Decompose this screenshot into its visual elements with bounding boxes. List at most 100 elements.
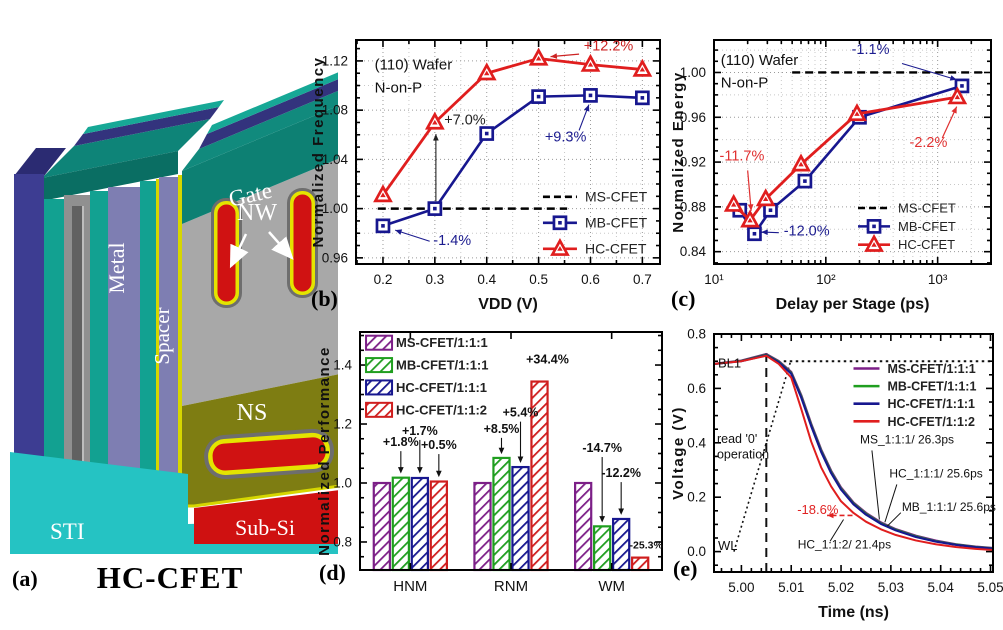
svg-text:5.00: 5.00 bbox=[728, 580, 754, 595]
svg-text:0.6: 0.6 bbox=[687, 381, 706, 396]
svg-text:0.2: 0.2 bbox=[687, 490, 706, 505]
svg-text:-11.7%: -11.7% bbox=[720, 148, 765, 164]
svg-text:+9.3%: +9.3% bbox=[545, 130, 587, 146]
sti-base bbox=[10, 452, 188, 554]
svg-text:HC-CFET/1:1:1: HC-CFET/1:1:1 bbox=[396, 380, 487, 395]
svg-text:10¹: 10¹ bbox=[704, 272, 724, 287]
svg-text:0.92: 0.92 bbox=[680, 155, 706, 170]
gray-column-slit bbox=[72, 206, 82, 524]
panel-d-label: (d) bbox=[319, 560, 346, 585]
svg-text:BL1: BL1 bbox=[718, 356, 741, 371]
subsi-label: Sub-Si bbox=[235, 515, 295, 540]
nw-arrow bbox=[229, 233, 249, 269]
svg-text:N-on-P: N-on-P bbox=[375, 79, 423, 96]
svg-text:1.00: 1.00 bbox=[322, 201, 348, 216]
slab-front-band bbox=[42, 151, 178, 201]
svg-text:Time (ns): Time (ns) bbox=[818, 604, 889, 621]
svg-text:+12.2%: +12.2% bbox=[584, 38, 634, 54]
svg-text:0.2: 0.2 bbox=[374, 272, 393, 287]
svg-text:1.0: 1.0 bbox=[333, 475, 352, 490]
device-title: HC-CFET bbox=[96, 560, 244, 595]
nw-capsule-core bbox=[293, 194, 312, 292]
slab-teal-ridge bbox=[83, 100, 224, 134]
svg-text:+1.7%: +1.7% bbox=[402, 424, 438, 438]
svg-text:Normalized Energy: Normalized Energy bbox=[670, 71, 687, 232]
svg-text:Voltage (V): Voltage (V) bbox=[670, 406, 687, 500]
svg-text:0.6: 0.6 bbox=[581, 272, 600, 287]
svg-text:5.04: 5.04 bbox=[928, 580, 955, 595]
svg-text:-2.2%: -2.2% bbox=[909, 135, 947, 151]
metal-label: Metal bbox=[104, 242, 129, 293]
panel-e-label: (e) bbox=[673, 556, 698, 581]
svg-text:HC-CFET/1:1:2: HC-CFET/1:1:2 bbox=[396, 402, 487, 417]
svg-text:0.96: 0.96 bbox=[322, 250, 348, 265]
panel-b-label: (b) bbox=[311, 286, 338, 311]
gate-teal-ridge bbox=[207, 72, 338, 134]
svg-text:5.01: 5.01 bbox=[778, 580, 804, 595]
gate-cap-top bbox=[182, 90, 338, 171]
svg-text:Normalized Performance: Normalized Performance bbox=[316, 346, 333, 556]
ns-capsule-core bbox=[212, 437, 326, 471]
teal-column bbox=[140, 181, 156, 554]
svg-text:HC-CFET: HC-CFET bbox=[898, 237, 955, 252]
svg-text:0.0: 0.0 bbox=[687, 544, 706, 559]
svg-text:5.05: 5.05 bbox=[977, 580, 1003, 595]
spacer-label: Spacer bbox=[150, 307, 174, 364]
svg-text:Normalized Frequency: Normalized Frequency bbox=[310, 57, 327, 248]
svg-text:0.96: 0.96 bbox=[680, 110, 706, 125]
svg-text:MS_1:1:1/ 26.3ps: MS_1:1:1/ 26.3ps bbox=[860, 432, 954, 446]
svg-text:HC-CFET/1:1:1: HC-CFET/1:1:1 bbox=[888, 397, 976, 411]
ns-label: NS bbox=[237, 400, 268, 426]
svg-text:MB-CFET/1:1:1: MB-CFET/1:1:1 bbox=[396, 358, 488, 373]
svg-text:0.8: 0.8 bbox=[333, 534, 352, 549]
svg-text:1.12: 1.12 bbox=[322, 53, 348, 68]
gray-column-highlight bbox=[82, 206, 84, 524]
svg-text:+1.8%: +1.8% bbox=[383, 435, 419, 449]
svg-text:-18.6%: -18.6% bbox=[797, 502, 839, 517]
svg-text:-14.7%: -14.7% bbox=[582, 441, 622, 455]
svg-text:MB-CFET/1:1:1: MB-CFET/1:1:1 bbox=[888, 380, 977, 394]
svg-text:N-on-P: N-on-P bbox=[721, 75, 769, 92]
svg-text:MS-CFET/1:1:1: MS-CFET/1:1:1 bbox=[888, 362, 976, 376]
left-indigo-cap bbox=[14, 148, 66, 176]
svg-text:RNM: RNM bbox=[494, 578, 528, 595]
svg-text:-12.0%: -12.0% bbox=[784, 223, 830, 239]
svg-text:(110) Wafer: (110) Wafer bbox=[375, 57, 453, 74]
slab-indigo-ridge bbox=[74, 107, 219, 146]
yellow-liner bbox=[156, 179, 159, 554]
svg-text:0.88: 0.88 bbox=[680, 199, 706, 214]
svg-text:MB-CFET: MB-CFET bbox=[585, 214, 648, 230]
svg-text:read '0': read '0' bbox=[717, 432, 757, 446]
svg-text:(110) Wafer: (110) Wafer bbox=[721, 52, 799, 69]
svg-text:-1.1%: -1.1% bbox=[852, 42, 890, 58]
sti-label: STI bbox=[50, 519, 85, 544]
svg-text:+34.4%: +34.4% bbox=[526, 353, 569, 367]
svg-text:MB_1:1:1/ 25.6ps: MB_1:1:1/ 25.6ps bbox=[902, 500, 996, 514]
svg-text:+8.5%: +8.5% bbox=[484, 422, 520, 436]
svg-text:HC_1:1:1/ 25.6ps: HC_1:1:1/ 25.6ps bbox=[889, 467, 982, 481]
svg-text:-12.2%: -12.2% bbox=[601, 466, 641, 480]
device-structure-diagram: Gate Metal Spacer NW NS STI Sub-Si bbox=[10, 72, 338, 554]
svg-text:HNM: HNM bbox=[393, 578, 427, 595]
subsi-region bbox=[194, 490, 338, 544]
svg-text:MB-CFET: MB-CFET bbox=[898, 219, 956, 234]
svg-text:1.4: 1.4 bbox=[333, 358, 352, 373]
svg-text:1.08: 1.08 bbox=[322, 103, 348, 118]
svg-text:0.7: 0.7 bbox=[633, 272, 652, 287]
svg-text:0.4: 0.4 bbox=[687, 435, 706, 450]
chart-normalized-energy: 10¹ 10² 10³ 0.84 0.88 0.92 0.96 1.00 Delay per S… bbox=[670, 39, 992, 313]
svg-text:0.3: 0.3 bbox=[425, 272, 444, 287]
yellow-liner bbox=[178, 175, 182, 554]
spacer-column bbox=[159, 177, 178, 554]
nw-capsule-core bbox=[217, 204, 236, 302]
chart-normalized-frequency: 0.2 0.3 0.4 0.5 0.6 0.7 0.96 1.00 1.04 1.08 1.12 VD… bbox=[310, 38, 661, 313]
svg-text:+7.0%: +7.0% bbox=[444, 112, 486, 128]
gate-indigo-ridge bbox=[199, 79, 338, 149]
svg-text:MS-CFET: MS-CFET bbox=[898, 201, 956, 216]
svg-text:-25.3%: -25.3% bbox=[630, 539, 664, 551]
svg-text:HC-CFET/1:1:2: HC-CFET/1:1:2 bbox=[888, 415, 976, 429]
svg-text:MS-CFET/1:1:1: MS-CFET/1:1:1 bbox=[396, 335, 488, 350]
gate-cap-band bbox=[182, 105, 338, 224]
svg-text:1.00: 1.00 bbox=[680, 65, 706, 80]
svg-text:VDD (V): VDD (V) bbox=[478, 296, 538, 313]
